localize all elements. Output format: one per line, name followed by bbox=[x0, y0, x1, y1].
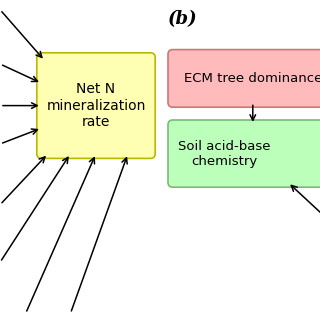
FancyBboxPatch shape bbox=[168, 120, 320, 187]
FancyBboxPatch shape bbox=[37, 53, 155, 158]
FancyBboxPatch shape bbox=[168, 50, 320, 107]
Text: Soil acid-base
chemistry: Soil acid-base chemistry bbox=[178, 140, 270, 168]
Text: Net N
mineralization
rate: Net N mineralization rate bbox=[46, 82, 146, 129]
Text: ECM tree dominance: ECM tree dominance bbox=[184, 72, 320, 85]
Text: (b): (b) bbox=[168, 10, 197, 28]
